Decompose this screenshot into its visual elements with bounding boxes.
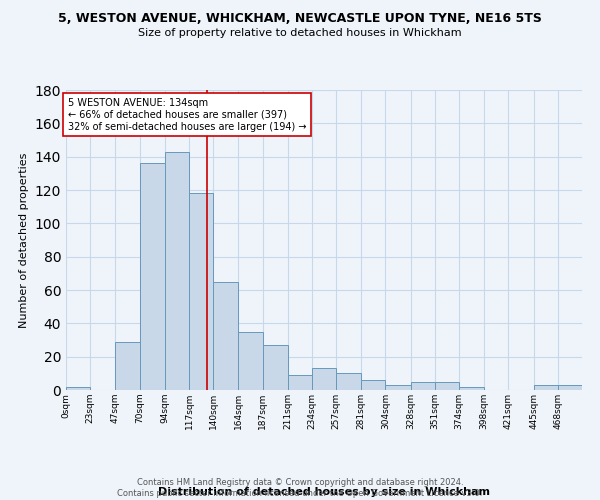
Text: 5 WESTON AVENUE: 134sqm
← 66% of detached houses are smaller (397)
32% of semi-d: 5 WESTON AVENUE: 134sqm ← 66% of detache… — [68, 98, 307, 132]
Bar — [238, 332, 263, 390]
Text: Size of property relative to detached houses in Whickham: Size of property relative to detached ho… — [138, 28, 462, 38]
Bar — [336, 374, 361, 390]
Bar — [189, 194, 213, 390]
Bar — [140, 164, 165, 390]
Bar — [558, 385, 582, 390]
Bar — [435, 382, 459, 390]
Bar — [165, 152, 189, 390]
Bar — [411, 382, 435, 390]
Bar — [533, 385, 558, 390]
Bar — [288, 375, 312, 390]
Bar — [361, 380, 385, 390]
Bar — [213, 282, 238, 390]
Text: Contains HM Land Registry data © Crown copyright and database right 2024.
Contai: Contains HM Land Registry data © Crown c… — [118, 478, 482, 498]
Bar — [263, 345, 288, 390]
Text: 5, WESTON AVENUE, WHICKHAM, NEWCASTLE UPON TYNE, NE16 5TS: 5, WESTON AVENUE, WHICKHAM, NEWCASTLE UP… — [58, 12, 542, 26]
Bar — [459, 386, 484, 390]
Y-axis label: Number of detached properties: Number of detached properties — [19, 152, 29, 328]
X-axis label: Distribution of detached houses by size in Whickham: Distribution of detached houses by size … — [158, 488, 490, 498]
Bar — [66, 386, 90, 390]
Bar — [115, 342, 140, 390]
Bar — [312, 368, 336, 390]
Bar — [385, 385, 411, 390]
